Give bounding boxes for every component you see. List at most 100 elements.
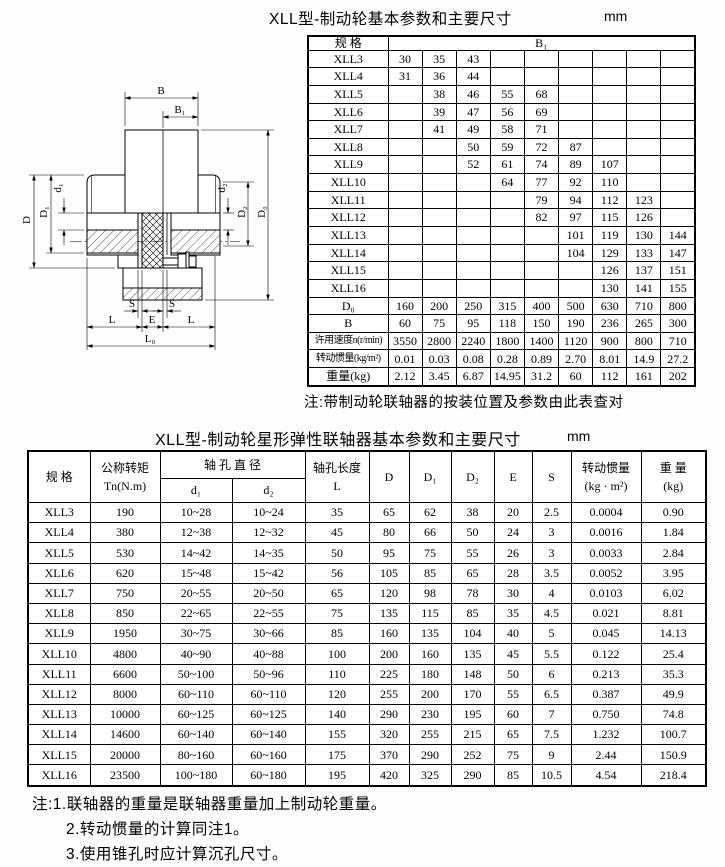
- value-cell: 151: [660, 261, 696, 280]
- value-cell: 135: [368, 602, 410, 625]
- dimension-labels: B B₁ D D₁ d₁ d₂ D₂ D₀ S S L E L L₀: [21, 85, 268, 345]
- value-cell: [489, 226, 525, 245]
- value-cell: 252: [450, 744, 495, 766]
- table-row: XLL12 8000 60~110 60~110 120 255 200 170 55 6.5 0.…: [27, 683, 707, 705]
- value-cell: 59: [489, 137, 525, 157]
- value-cell: 60~160: [231, 744, 306, 766]
- value-cell: 290: [368, 703, 410, 726]
- value-cell: 14.13: [640, 623, 707, 645]
- value-cell: 75: [493, 744, 533, 766]
- row-label-cell: 转动惯量(kg/m²): [307, 349, 389, 369]
- value-cell: 31.2: [523, 367, 560, 387]
- value-cell: 800: [626, 331, 662, 351]
- value-cell: 160: [368, 623, 410, 645]
- value-cell: 290: [450, 764, 495, 787]
- value-cell: 5: [531, 623, 572, 645]
- value-cell: [455, 243, 491, 263]
- value-cell: 710: [626, 296, 662, 316]
- value-cell: 250: [455, 296, 491, 316]
- value-cell: 26: [493, 542, 533, 564]
- value-cell: 147: [660, 243, 696, 263]
- value-cell: 43: [455, 49, 491, 69]
- value-cell: [660, 208, 696, 227]
- value-cell: 35: [421, 49, 457, 69]
- table-row: XLL4 380 12~38 12~32 45 80 66 50 24 3 0.0016 1.84: [27, 522, 707, 544]
- value-cell: 380: [89, 522, 161, 544]
- value-cell: 190: [558, 314, 594, 333]
- value-cell: 12~38: [159, 522, 233, 544]
- torque-header-line2: Tn(N.m): [103, 479, 147, 493]
- dim-label-d2: d₂: [216, 183, 228, 193]
- value-cell: [660, 120, 696, 139]
- value-cell: 10~24: [231, 501, 306, 524]
- value-cell: 215: [450, 724, 495, 746]
- row-label-cell: XLL11: [27, 663, 91, 685]
- value-cell: 5.5: [531, 643, 572, 665]
- value-cell: 126: [626, 208, 662, 227]
- value-cell: [421, 190, 457, 210]
- dim-label-D1: D₁: [38, 206, 50, 218]
- value-cell: 1.232: [570, 724, 642, 746]
- value-cell: 130: [626, 226, 662, 245]
- value-cell: 60~125: [231, 703, 306, 726]
- value-cell: 77: [523, 173, 560, 192]
- value-cell: [455, 278, 491, 298]
- value-cell: 44: [455, 67, 491, 86]
- value-cell: 500: [558, 296, 594, 316]
- value-cell: 290: [408, 744, 452, 766]
- value-cell: 0.89: [523, 349, 560, 369]
- row-label-cell: XLL4: [27, 522, 91, 544]
- value-cell: [387, 278, 423, 298]
- table-row: XLL13 10000 60~125 60~125 140 290 230 195 60 7 0.7…: [27, 703, 707, 726]
- value-cell: [387, 120, 423, 139]
- value-cell: 325: [408, 764, 452, 787]
- coupling-drawing: B B₁ D D₁ d₁ d₂ D₂ D₀ S S L E L L₀: [21, 85, 274, 350]
- value-cell: 420: [368, 764, 410, 787]
- value-cell: 15~42: [231, 562, 306, 584]
- col-header-E: E: [493, 450, 533, 503]
- value-cell: [558, 67, 594, 86]
- dim-label-D: D: [21, 216, 33, 224]
- row-label-cell: XLL7: [307, 120, 389, 139]
- value-cell: 118: [489, 314, 525, 333]
- value-cell: 92: [558, 173, 594, 192]
- table-row: XLL16 130 141 155: [307, 278, 696, 298]
- value-cell: 1950: [89, 623, 161, 645]
- torque-header-line1: 公称转矩: [100, 461, 149, 475]
- value-cell: 0.90: [640, 501, 707, 524]
- table-row: XLL15 20000 80~160 60~160 175 370 290 252 75 9 2.4…: [27, 744, 707, 766]
- value-cell: 45: [493, 643, 533, 665]
- value-cell: [387, 102, 423, 122]
- value-cell: 0.01: [387, 349, 423, 369]
- value-cell: 98: [408, 582, 452, 604]
- value-cell: [660, 173, 696, 192]
- value-cell: 8000: [89, 683, 161, 705]
- value-cell: 78: [450, 582, 495, 604]
- value-cell: 120: [304, 683, 370, 705]
- col-header-d2: d₂: [231, 478, 306, 503]
- value-cell: [523, 278, 560, 298]
- value-cell: [558, 261, 594, 280]
- value-cell: [660, 102, 696, 122]
- row-label-cell: XLL5: [27, 542, 91, 564]
- weight-column-header: 重 量 (kg): [640, 450, 707, 503]
- value-cell: 40: [493, 623, 533, 645]
- value-cell: 50: [455, 137, 491, 157]
- weight-header-line1: 重 量: [659, 461, 687, 475]
- value-cell: [592, 137, 628, 157]
- value-cell: 45: [304, 522, 370, 544]
- value-cell: 255: [408, 724, 452, 746]
- spec-column-header: 规 格: [307, 35, 389, 51]
- value-cell: 160: [387, 296, 423, 316]
- value-cell: 0.213: [570, 663, 642, 685]
- value-cell: 38: [450, 501, 495, 524]
- value-cell: 8.01: [592, 349, 628, 369]
- row-label-cell: XLL8: [27, 602, 91, 625]
- value-cell: 35: [493, 602, 533, 625]
- inertia-column-header: 转动惯量 (kg · m²): [570, 450, 642, 503]
- value-cell: 30~66: [231, 623, 306, 645]
- value-cell: [592, 67, 628, 86]
- value-cell: 123: [626, 190, 662, 210]
- value-cell: 370: [368, 744, 410, 766]
- value-cell: 101: [558, 226, 594, 245]
